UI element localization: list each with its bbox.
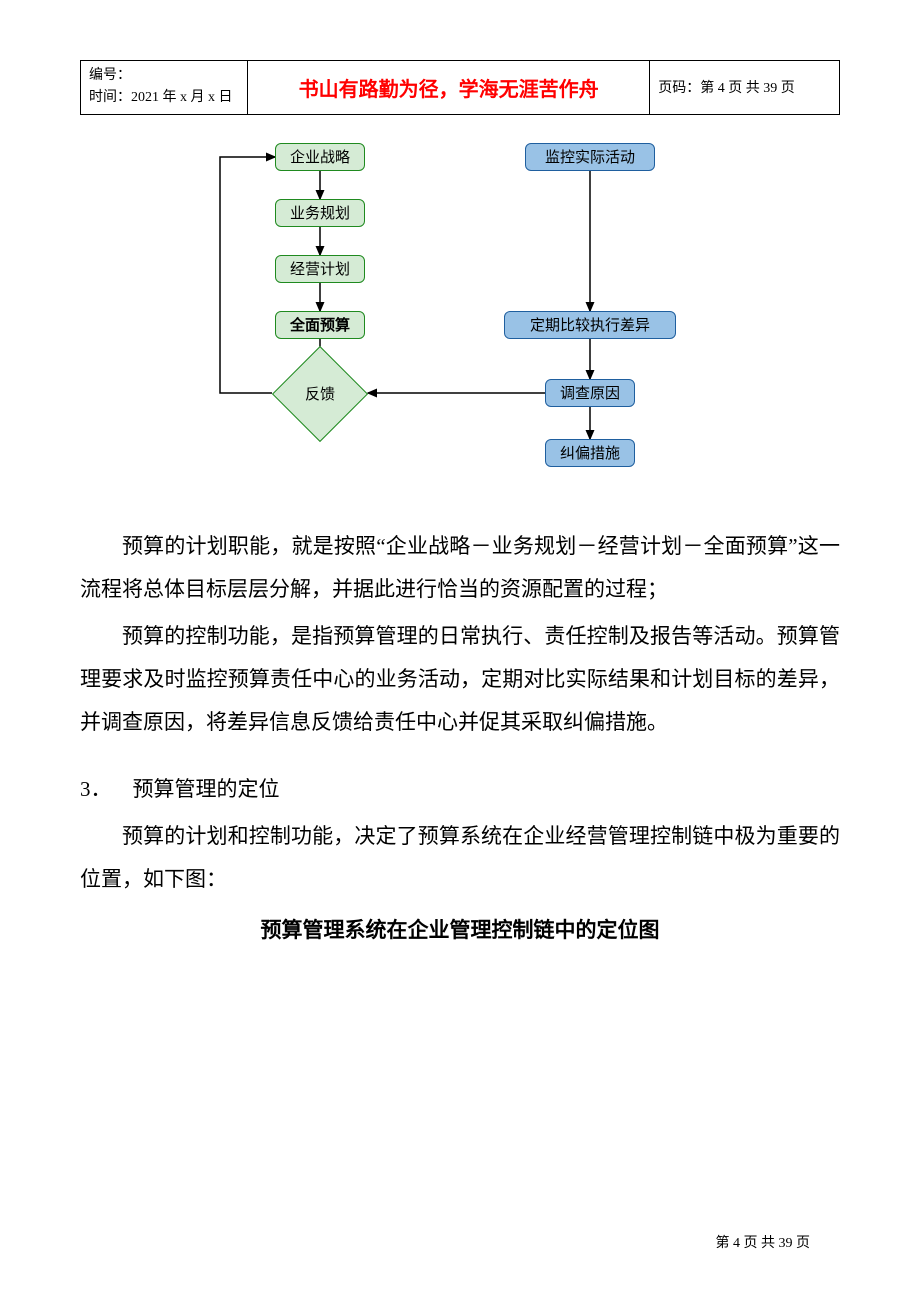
page: 编号： 时间：2021 年 x 月 x 日 书山有路勤为径，学海无涯苦作舟 页码… xyxy=(0,0,920,1302)
header-page-label: 页码：第 4 页 共 39 页 xyxy=(658,81,795,96)
flowchart-node-n1: 企业战略 xyxy=(275,143,365,171)
body-text: 预算的计划职能，就是按照“企业战略－业务规划－经营计划－全面预算”这一流程将总体… xyxy=(80,525,840,952)
header-center-cell: 书山有路勤为径，学海无涯苦作舟 xyxy=(247,61,649,115)
section-heading: 3．预算管理的定位 xyxy=(80,768,840,811)
section-number: 3． xyxy=(80,768,133,811)
doc-date-label: 时间：2021 年 x 月 x 日 xyxy=(89,87,239,109)
header-table: 编号： 时间：2021 年 x 月 x 日 书山有路勤为径，学海无涯苦作舟 页码… xyxy=(80,60,840,115)
header-right-cell: 页码：第 4 页 共 39 页 xyxy=(650,61,840,115)
flowchart-node-b4: 纠偏措施 xyxy=(545,439,635,467)
header-motto: 书山有路勤为径，学海无涯苦作舟 xyxy=(299,79,599,101)
flowchart-node-n4: 全面预算 xyxy=(275,311,365,339)
doc-id-label: 编号： xyxy=(89,65,239,87)
paragraph-2: 预算的控制功能，是指预算管理的日常执行、责任控制及报告等活动。预算管理要求及时监… xyxy=(80,615,840,744)
flowchart-node-b3: 调查原因 xyxy=(545,379,635,407)
flowchart-node-b1: 监控实际活动 xyxy=(525,143,655,171)
flowchart-node-n3: 经营计划 xyxy=(275,255,365,283)
figure-caption: 预算管理系统在企业管理控制链中的定位图 xyxy=(80,909,840,952)
flowchart-arrow xyxy=(220,157,275,393)
paragraph-3: 预算的计划和控制功能，决定了预算系统在企业经营管理控制链中极为重要的位置，如下图… xyxy=(80,815,840,901)
paragraph-1: 预算的计划职能，就是按照“企业战略－业务规划－经营计划－全面预算”这一流程将总体… xyxy=(80,525,840,611)
flowchart-node-n5: 反馈 xyxy=(273,369,367,419)
header-left-cell: 编号： 时间：2021 年 x 月 x 日 xyxy=(81,61,248,115)
section-title: 预算管理的定位 xyxy=(133,777,280,801)
flowchart: 企业战略业务规划经营计划全面预算反馈 监控实际活动定期比较执行差异调查原因纠偏措施 xyxy=(180,135,740,495)
page-footer: 第 4 页 共 39 页 xyxy=(716,1232,811,1252)
flowchart-node-b2: 定期比较执行差异 xyxy=(504,311,676,339)
flowchart-node-label: 反馈 xyxy=(305,383,335,404)
flowchart-node-n2: 业务规划 xyxy=(275,199,365,227)
